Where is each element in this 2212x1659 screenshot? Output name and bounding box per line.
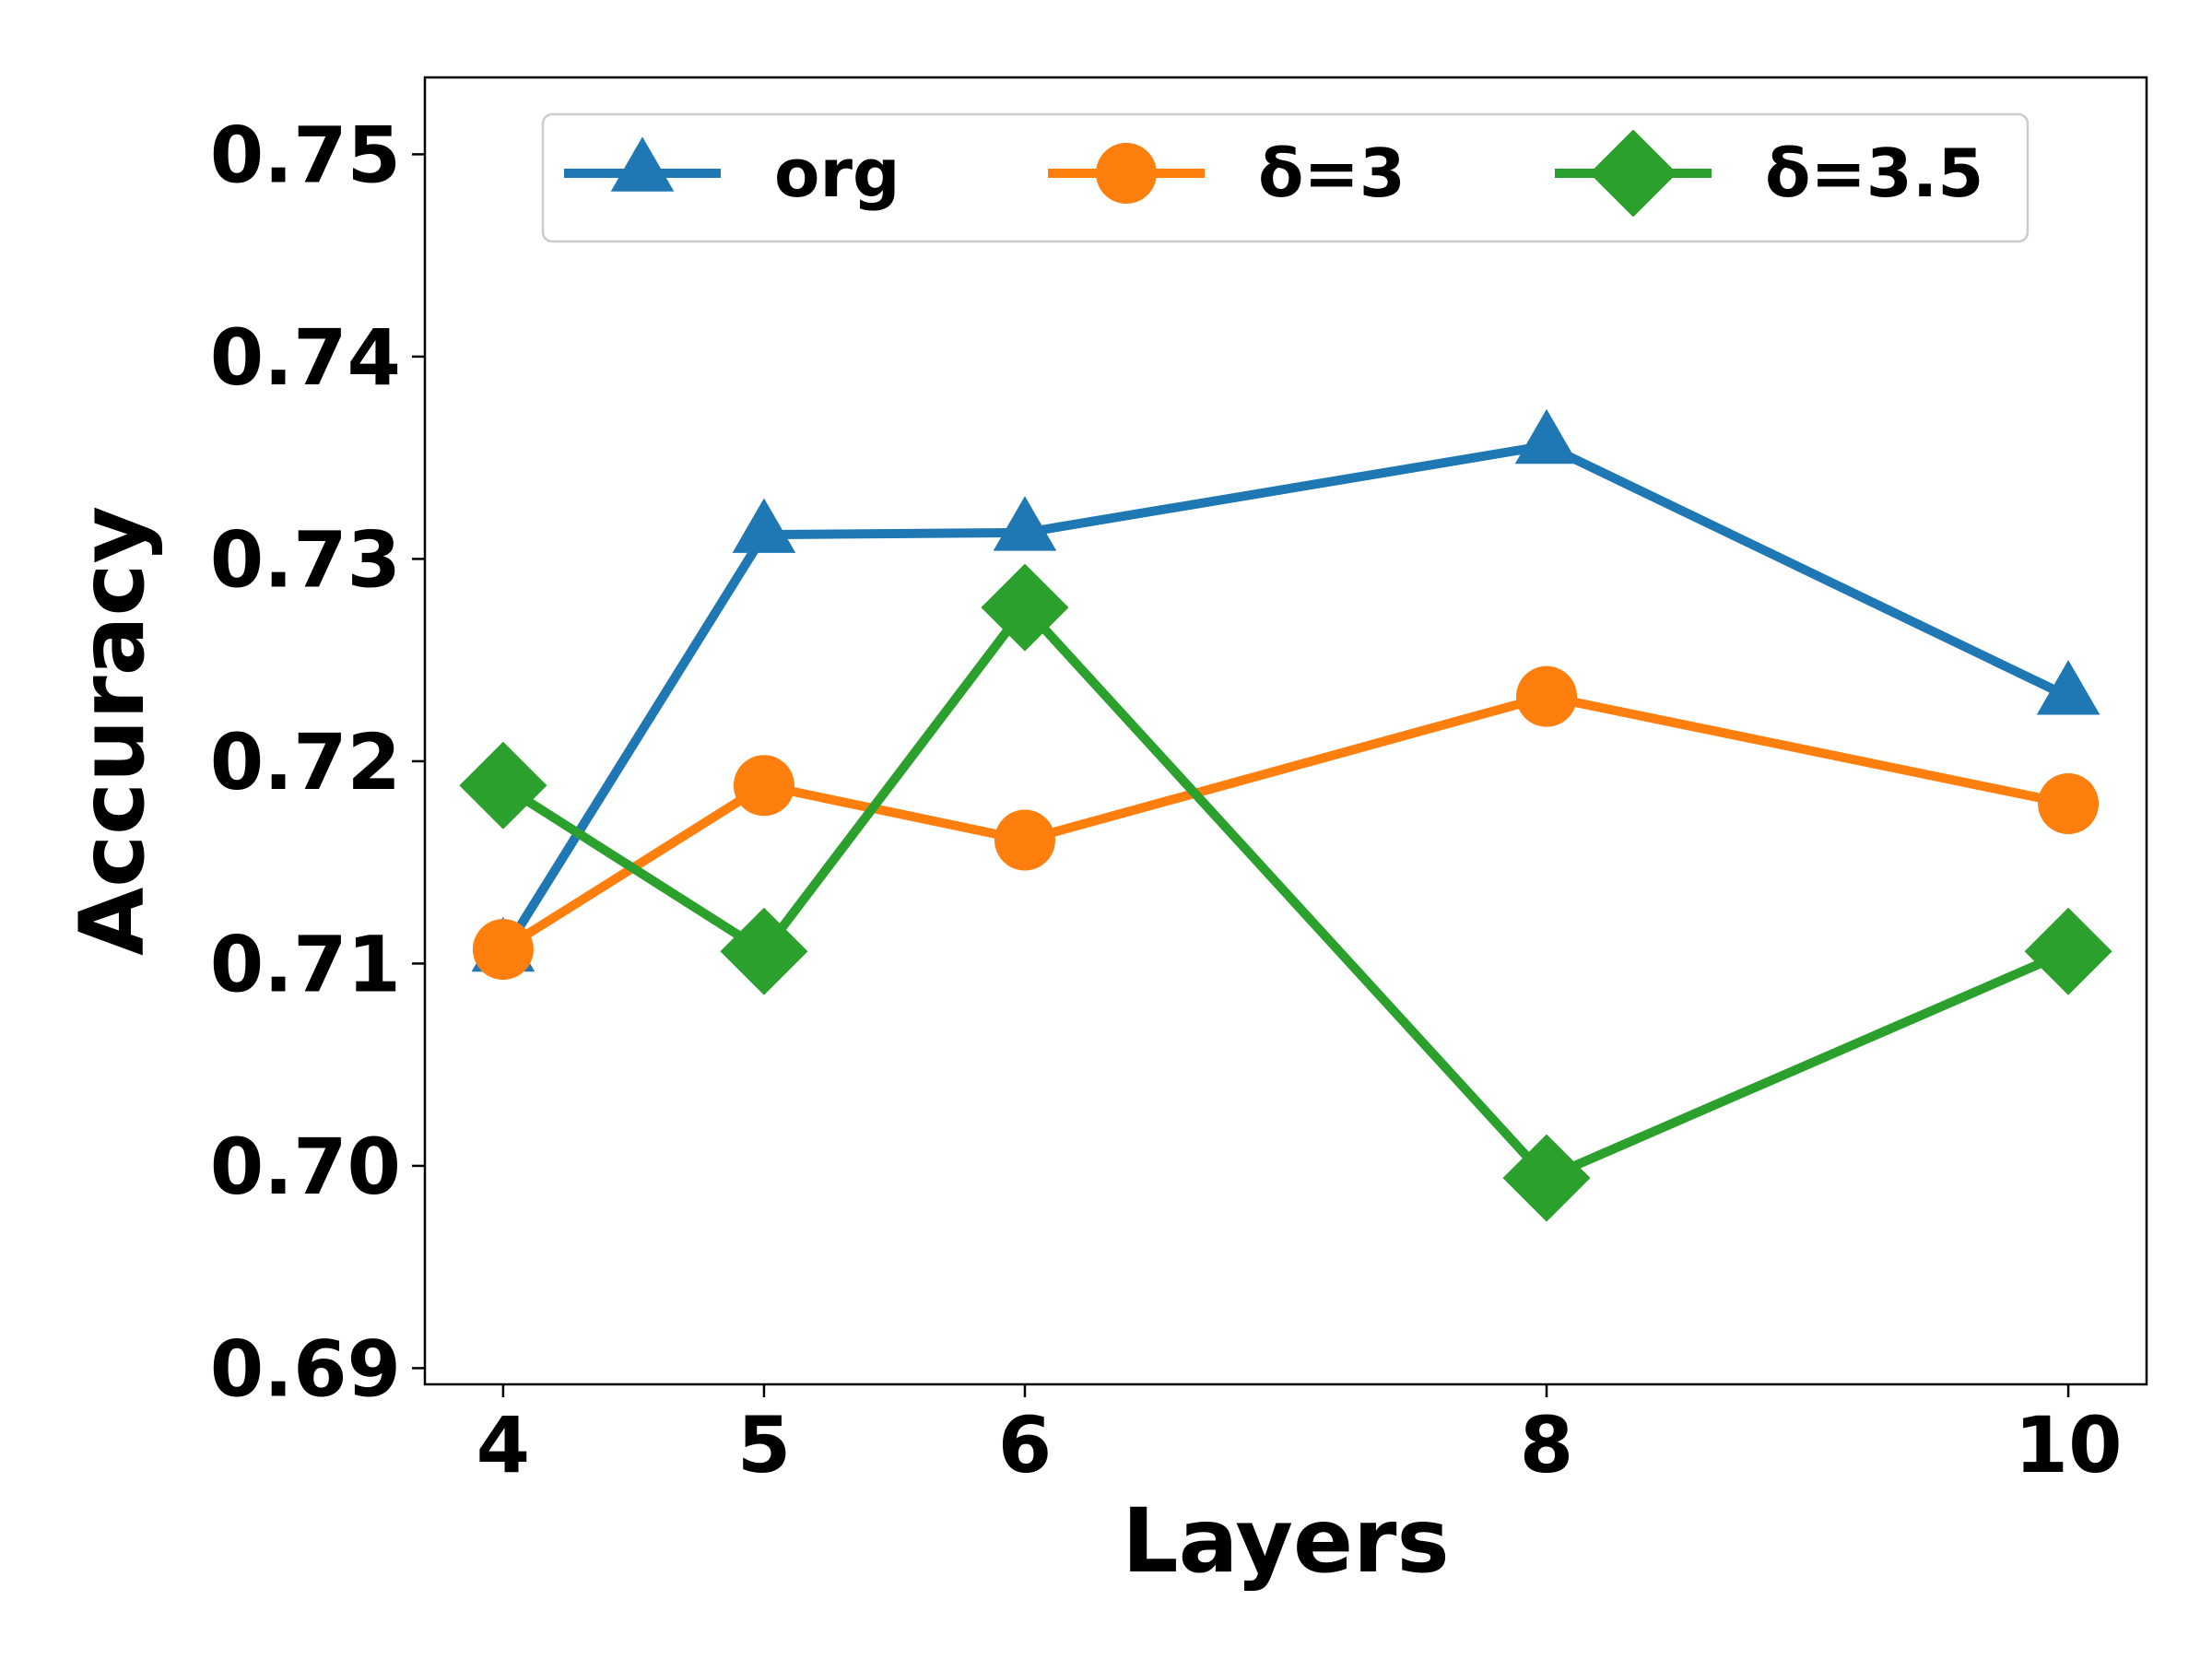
- data-point: [720, 907, 808, 995]
- data-point: [2036, 660, 2100, 715]
- legend: org δ=3 δ=3.5: [541, 112, 2030, 243]
- y-tick-label: 0.70: [210, 1122, 401, 1212]
- ticks-layer: 4 5 6 8 10 0.69 0.70 0.71 0.72 0.73 0.74 0.75: [210, 110, 2123, 1490]
- data-point: [2038, 773, 2100, 835]
- data-point: [733, 755, 794, 817]
- data-point: [1516, 665, 1578, 727]
- legend-label: δ=3: [1258, 135, 1406, 212]
- data-point: [981, 563, 1069, 652]
- plot-frame: [423, 76, 2148, 1386]
- series-circle: [472, 665, 2100, 981]
- legend-marker: [610, 136, 675, 192]
- data-point: [732, 498, 796, 553]
- y-tick-label: 0.73: [210, 514, 401, 605]
- series-diamond: [459, 563, 2112, 1222]
- data-point: [472, 919, 534, 981]
- data-point: [1502, 1134, 1591, 1222]
- data-point: [993, 496, 1057, 551]
- y-tick-label: 0.71: [210, 919, 401, 1009]
- y-tick-label: 0.72: [210, 717, 401, 807]
- legend-marker: [1096, 143, 1157, 204]
- y-tick-label: 0.75: [210, 110, 401, 200]
- legend-entry: org: [564, 135, 900, 212]
- x-axis-title: Layers: [1122, 1489, 1449, 1593]
- x-tick-label: 4: [477, 1400, 530, 1490]
- data-point: [2024, 907, 2112, 995]
- data-point: [994, 809, 1055, 871]
- legend-entry: δ=3.5: [1555, 129, 1983, 218]
- legend-label: δ=3.5: [1765, 135, 1983, 212]
- legend-entry: δ=3: [1048, 135, 1406, 212]
- legend-marker: [1589, 129, 1677, 218]
- x-tick-label: 8: [1520, 1400, 1573, 1490]
- data-point: [459, 741, 547, 830]
- x-tick-label: 6: [998, 1400, 1052, 1490]
- legend-label: org: [774, 135, 900, 212]
- data-point: [1514, 408, 1579, 465]
- legend-frame: [541, 112, 2030, 243]
- series-layer: [459, 408, 2112, 1222]
- x-tick-label: 5: [737, 1400, 791, 1490]
- y-axis-title: Accuracy: [61, 506, 164, 956]
- y-tick-label: 0.69: [210, 1324, 401, 1414]
- x-tick-label: 10: [2015, 1400, 2123, 1490]
- y-tick-label: 0.74: [210, 312, 401, 403]
